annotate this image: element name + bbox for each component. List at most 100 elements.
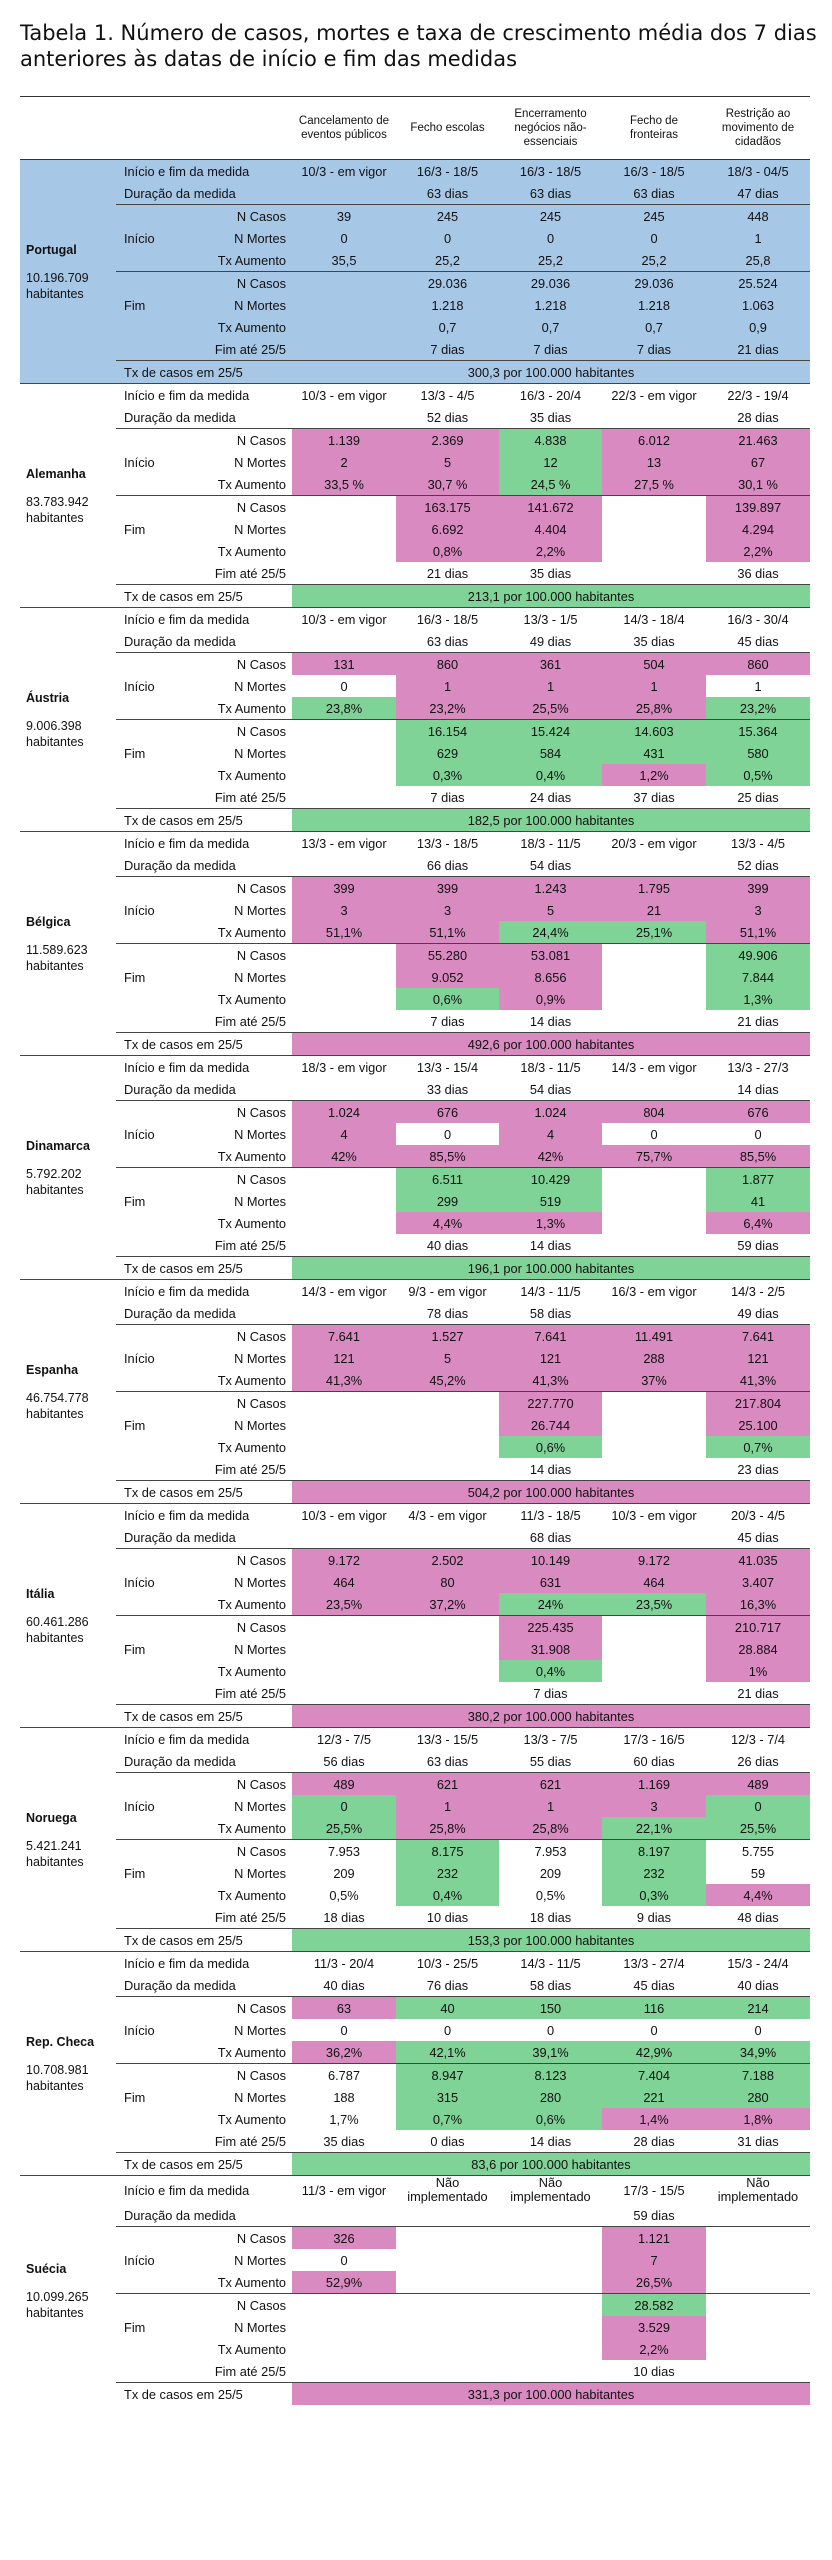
country-name: Noruega [26, 1810, 77, 1825]
row-label: Fim até 25/5 [214, 1461, 286, 1477]
row-label: Fim até 25/5 [116, 338, 292, 361]
value-cell: 0 [499, 2019, 602, 2041]
period-row: Rep. Checa 10.708.981 habitantes Início e … [20, 1951, 810, 2176]
value-cell: 14/3 - 18/4 [602, 607, 706, 630]
value-cell: 26.744 [499, 1414, 602, 1436]
value-cell: 14 dias [529, 1013, 572, 1029]
value-cell: 29.036 [396, 271, 499, 294]
value-cell: 29.036 [602, 271, 706, 294]
value-cell: 489 [292, 1772, 396, 1795]
value-cell [706, 2338, 810, 2360]
value-cell: 580 [706, 742, 810, 764]
end-phase-label: Fim [116, 1167, 162, 1234]
value-cell: 0 [706, 2019, 810, 2041]
value-cell: 1% [706, 1660, 810, 1682]
value-cell: 16/3 - 18/5 [499, 159, 602, 182]
value-cell: 217.804 [706, 1391, 810, 1414]
value-cell: 16/3 - 18/5 [396, 607, 499, 630]
value-cell: 1 [396, 1795, 499, 1817]
until-row: Fim até 25/5 10 dias [20, 2360, 810, 2383]
value-cell: 11.491 [602, 1324, 706, 1347]
value-cell: 3.529 [602, 2316, 706, 2338]
value-cell: 59 dias [737, 1237, 779, 1253]
value-cell: 10/3 - em vigor [292, 159, 396, 182]
duration-row: Duração da medida 52 dias 35 dias 28 dias [20, 406, 810, 429]
start-cases: Início N Casos 9.172 2.502 10.149 9.172 41.035 [20, 1548, 810, 1616]
value-cell: 0,9% [499, 988, 602, 1010]
row-label: Tx Aumento [217, 1148, 286, 1164]
value-cell: 18/3 - 04/5 [706, 159, 810, 182]
row-label: Tx Aumento [217, 924, 286, 940]
value-cell: 23,2% [396, 697, 499, 720]
value-cell: 25,5% [499, 697, 602, 720]
start-growth: Tx Aumento 42% 85,5% 42% 75,7% 85,5% [20, 1145, 810, 1168]
value-cell: 0 [292, 2019, 396, 2041]
value-cell: 0 [396, 227, 499, 249]
value-cell [292, 1414, 396, 1436]
value-cell [706, 2293, 810, 2316]
value-cell: 399 [292, 876, 396, 899]
value-cell [602, 1212, 706, 1234]
value-cell: 209 [292, 1862, 396, 1884]
value-cell: 9.052 [396, 966, 499, 988]
start-phase-label: Início [116, 2226, 162, 2294]
header-cell: Encerramento negócios não-essenciais [499, 96, 602, 160]
end-deaths: N Mortes 299 519 41 [20, 1190, 810, 1212]
row-label: Tx Aumento [217, 2341, 286, 2357]
value-cell: 13/3 - 4/5 [396, 383, 499, 406]
value-cell: 10/3 - em vigor [292, 1503, 396, 1526]
value-cell: 30,1 % [706, 473, 810, 496]
row-label: N Casos [162, 943, 292, 966]
country-population: 9.006.398 habitantes [26, 718, 84, 749]
value-cell: 51,1% [396, 921, 499, 944]
value-cell [396, 2293, 499, 2316]
end-cases: Fim N Casos 29.036 29.036 29.036 25.524 [20, 271, 810, 338]
value-cell: 68 dias [529, 1529, 572, 1545]
value-cell: 80 [396, 1571, 499, 1593]
end-growth: Tx Aumento 0,6% 0,9% 1,3% [20, 988, 810, 1010]
rate-label: Tx de casos em 25/5 [116, 1032, 292, 1056]
value-cell: 40 dias [737, 1977, 779, 1993]
start-phase-label: Início [116, 1548, 162, 1616]
row-label: N Casos [162, 876, 292, 899]
value-cell: 13 [602, 451, 706, 473]
value-cell [499, 2316, 602, 2338]
row-label: Início e fim da medida [116, 607, 292, 630]
value-cell: 163.175 [396, 495, 499, 518]
value-cell: 13/3 - 1/5 [499, 607, 602, 630]
value-cell: 42% [292, 1145, 396, 1168]
value-cell [292, 2293, 396, 2316]
row-label: N Mortes [234, 969, 286, 985]
value-cell: 10.149 [499, 1548, 602, 1571]
end-growth: Tx Aumento 0,7 0,7 0,7 0,9 [20, 316, 810, 338]
value-cell [396, 2249, 499, 2271]
end-deaths: N Mortes 26.744 25.100 [20, 1414, 810, 1436]
start-growth: Tx Aumento 23,5% 37,2% 24% 23,5% 16,3% [20, 1593, 810, 1616]
end-growth: Tx Aumento 2,2% [20, 2338, 810, 2360]
value-cell: 14.603 [602, 719, 706, 742]
value-cell: 27,5 % [602, 473, 706, 496]
value-cell: Não implementado [706, 2175, 810, 2204]
country-name: Espanha [26, 1362, 79, 1377]
value-cell [602, 1190, 706, 1212]
value-cell: 280 [706, 2086, 810, 2108]
value-cell: 76 dias [426, 1977, 469, 1993]
row-label: Início e fim da medida [116, 2175, 292, 2204]
value-cell [602, 1391, 706, 1414]
end-growth: Tx Aumento 4,4% 1,3% 6,4% [20, 1212, 810, 1234]
rate-row: Tx de casos em 25/5 153,3 por 100.000 hab… [20, 1928, 810, 1952]
value-cell: 0 [602, 2019, 706, 2041]
end-growth: Tx Aumento 0,5% 0,4% 0,5% 0,3% 4,4% [20, 1884, 810, 1906]
value-cell: 1 [396, 675, 499, 697]
value-cell: 42,9% [602, 2041, 706, 2064]
value-cell: 63 dias [499, 182, 602, 205]
value-cell [292, 1436, 396, 1458]
value-cell: 63 [292, 1996, 396, 2019]
value-cell: 49.906 [706, 943, 810, 966]
value-cell: 1.218 [396, 294, 499, 316]
value-cell: 78 dias [426, 1305, 469, 1321]
value-cell: 1 [499, 675, 602, 697]
row-label: N Casos [162, 495, 292, 518]
row-label: Duração da medida [116, 182, 292, 205]
rate-row: Tx de casos em 25/5 213,1 por 100.000 hab… [20, 584, 810, 608]
